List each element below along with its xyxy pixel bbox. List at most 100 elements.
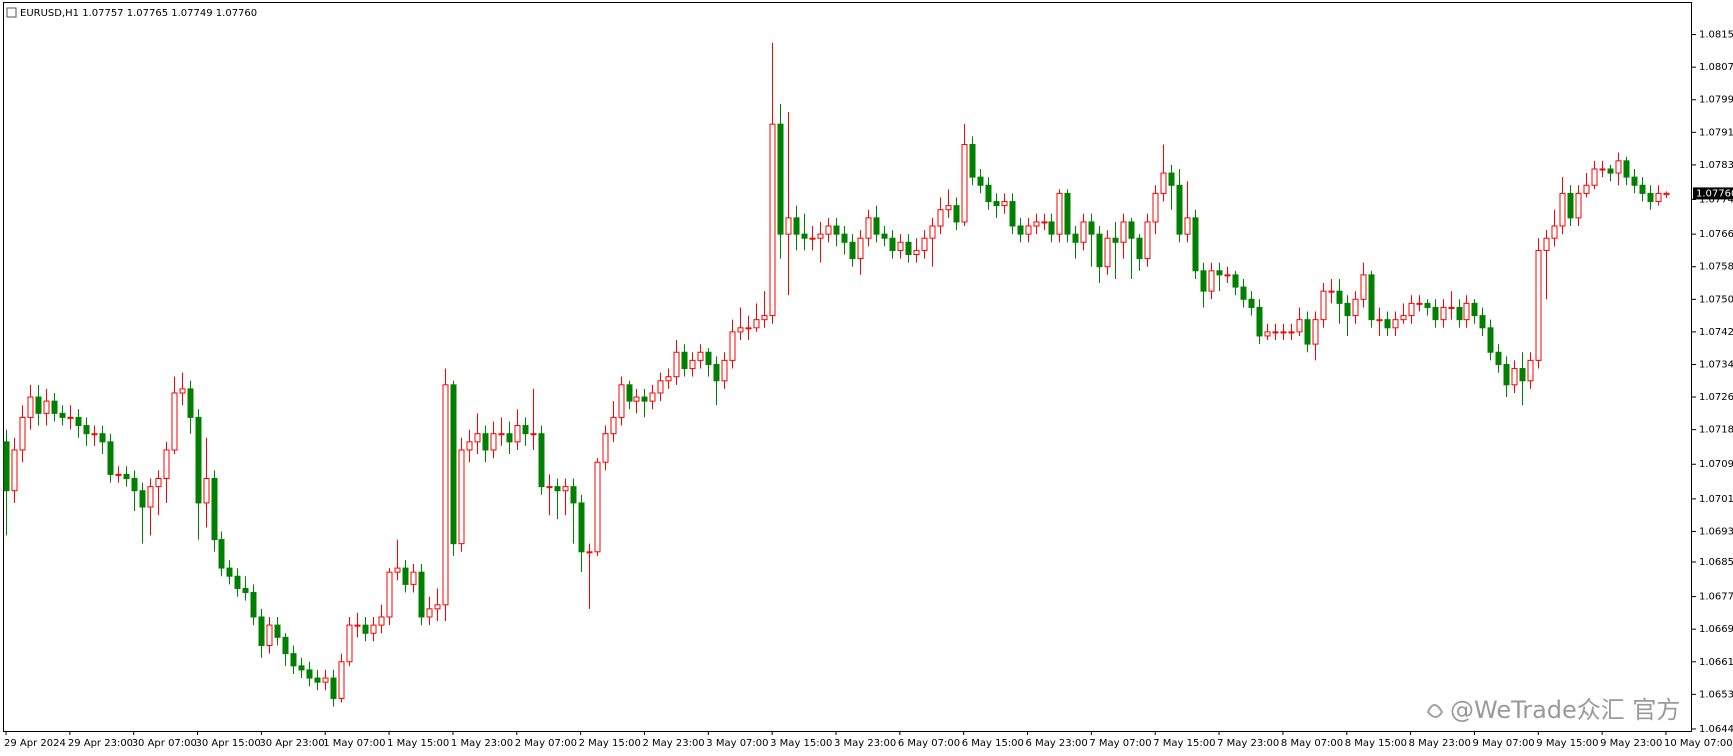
- y-tick-label: 1.07745: [1699, 195, 1733, 206]
- candle-body: [51, 400, 58, 414]
- candle-body: [131, 477, 138, 492]
- candle-body: [833, 225, 840, 235]
- candle-body: [1001, 201, 1008, 207]
- y-tick-label: 1.08150: [1699, 30, 1733, 41]
- candle-body: [1647, 192, 1654, 203]
- candle-body: [1543, 237, 1550, 251]
- y-tick-label: 1.06690: [1699, 624, 1733, 635]
- x-tick-label: 6 May 15:00: [962, 738, 1024, 749]
- candle-body: [1240, 286, 1247, 300]
- candle-body: [809, 237, 816, 240]
- x-tick-label: 7 May 07:00: [1089, 738, 1151, 749]
- x-tick-label: 3 May 07:00: [706, 738, 768, 749]
- candle-body: [418, 571, 425, 618]
- y-tick-label: 1.07660: [1699, 229, 1733, 240]
- candle-body: [1280, 331, 1287, 334]
- candle-body: [1152, 192, 1159, 223]
- candle-body: [546, 486, 553, 489]
- x-tick-label: 6 May 07:00: [898, 738, 960, 749]
- candle-body: [386, 571, 393, 618]
- candle-body: [1368, 274, 1375, 321]
- candle-body: [1376, 319, 1383, 322]
- candle-body: [1551, 225, 1558, 239]
- candle-body: [1487, 327, 1494, 353]
- x-tick-label: 8 May 15:00: [1345, 738, 1407, 749]
- x-tick-label: 9 May 23:00: [1600, 738, 1662, 749]
- candle-body: [865, 217, 872, 239]
- candle-body: [969, 144, 976, 178]
- candle-body: [242, 587, 249, 594]
- candle-body: [985, 184, 992, 203]
- candle-body: [171, 392, 178, 451]
- candle-body: [1168, 172, 1175, 186]
- candle-body: [1639, 184, 1646, 194]
- candle-body: [1352, 298, 1359, 317]
- candle-body: [961, 144, 968, 223]
- candle-body: [370, 624, 377, 634]
- candle-body: [1495, 351, 1502, 365]
- candle-body: [1663, 192, 1670, 196]
- candle-body: [195, 416, 202, 504]
- candle-body: [1104, 237, 1111, 268]
- candle-body: [1655, 192, 1662, 203]
- candle-body: [1136, 237, 1143, 260]
- candle-body: [1344, 302, 1351, 317]
- candle-body: [737, 327, 744, 333]
- chart-title: EURUSD,H1 1.07757 1.07765 1.07749 1.0776…: [20, 8, 257, 19]
- candle-body: [953, 205, 960, 223]
- candle-body: [1424, 302, 1431, 308]
- x-tick-label: 1 May 23:00: [451, 738, 513, 749]
- candle-body: [562, 486, 569, 492]
- y-tick-label: 1.07180: [1699, 425, 1733, 436]
- candle-body: [649, 392, 656, 402]
- candle-body: [881, 233, 888, 239]
- candle-body: [1272, 331, 1279, 334]
- candle-body: [618, 384, 625, 418]
- candle-body: [1017, 225, 1024, 235]
- candle-body: [498, 433, 505, 436]
- candle-body: [211, 477, 218, 541]
- candle-body: [1064, 192, 1071, 235]
- candle-body: [1559, 192, 1566, 227]
- candle-body: [1320, 290, 1327, 321]
- candle-body: [218, 539, 225, 569]
- candle-body: [817, 233, 824, 239]
- x-tick-label: 9 May 15:00: [1536, 738, 1598, 749]
- watermark-logo: [1426, 704, 1444, 718]
- candle-body: [530, 433, 537, 436]
- candle-body: [1256, 306, 1263, 337]
- candle-body: [266, 624, 273, 646]
- y-tick-label: 1.07340: [1699, 359, 1733, 370]
- candle-body: [298, 665, 305, 671]
- candle-body: [434, 604, 441, 610]
- candle-body: [753, 319, 760, 329]
- candle-body: [905, 241, 912, 256]
- candle-body: [35, 396, 42, 414]
- candle-body: [83, 425, 90, 435]
- candle-body: [91, 433, 98, 436]
- candle-body: [1088, 221, 1095, 235]
- candle-body: [1192, 217, 1199, 272]
- candle-body: [1527, 359, 1534, 382]
- candle-body: [1384, 319, 1391, 329]
- x-tick-label: 3 May 15:00: [770, 738, 832, 749]
- candle-body: [993, 201, 1000, 207]
- candle-body: [586, 551, 593, 554]
- candle-body: [1080, 221, 1087, 243]
- candle-body: [1128, 221, 1135, 239]
- candle-body: [1535, 249, 1542, 361]
- candle-body: [1264, 331, 1271, 337]
- candle-body: [123, 473, 130, 479]
- candle-body: [857, 237, 864, 260]
- x-tick-label: 8 May 07:00: [1281, 738, 1343, 749]
- candle-body: [745, 327, 752, 330]
- candle-body: [250, 592, 257, 618]
- candle-body: [841, 233, 848, 243]
- candle-body: [514, 425, 521, 443]
- candle-body: [1288, 331, 1295, 334]
- candle-body: [458, 449, 465, 545]
- candle-body: [1216, 270, 1223, 276]
- y-tick-label: 1.07420: [1699, 327, 1733, 338]
- candle-body: [1041, 221, 1048, 224]
- candle-body: [1232, 274, 1239, 288]
